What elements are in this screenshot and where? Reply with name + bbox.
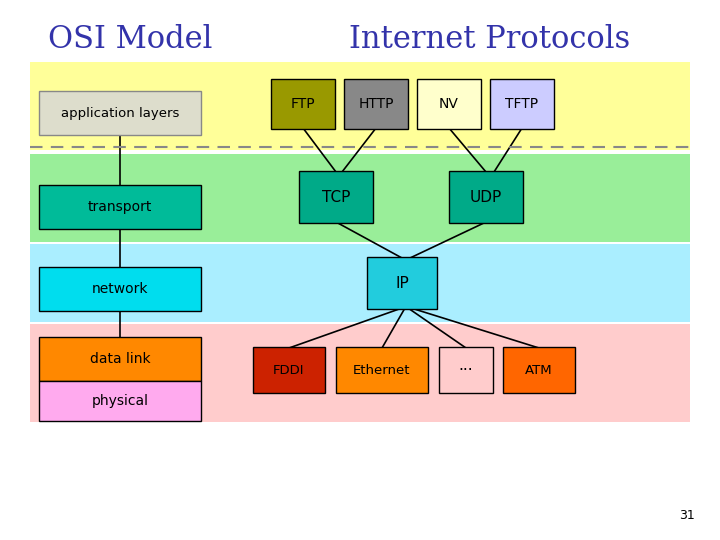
Bar (30, 244, 690, 322)
Text: physical: physical (91, 394, 148, 408)
Text: Internet Protocols: Internet Protocols (349, 24, 631, 56)
FancyBboxPatch shape (336, 347, 428, 393)
FancyBboxPatch shape (417, 79, 481, 129)
FancyBboxPatch shape (299, 171, 373, 223)
Text: data link: data link (90, 352, 150, 366)
Text: FTP: FTP (291, 97, 315, 111)
FancyBboxPatch shape (39, 91, 201, 135)
Text: OSI Model: OSI Model (48, 24, 212, 56)
Text: HTTP: HTTP (359, 97, 394, 111)
FancyBboxPatch shape (39, 381, 201, 421)
Text: application layers: application layers (60, 106, 179, 119)
FancyBboxPatch shape (253, 347, 325, 393)
Bar (30, 324, 690, 422)
Text: FDDI: FDDI (274, 363, 305, 376)
Text: UDP: UDP (470, 190, 502, 205)
FancyBboxPatch shape (39, 185, 201, 229)
Text: ATM: ATM (525, 363, 553, 376)
FancyBboxPatch shape (503, 347, 575, 393)
Text: NV: NV (439, 97, 459, 111)
Text: Ethernet: Ethernet (354, 363, 410, 376)
Text: IP: IP (395, 275, 409, 291)
FancyBboxPatch shape (439, 347, 493, 393)
Text: TFTP: TFTP (505, 97, 539, 111)
Text: ···: ··· (459, 362, 473, 377)
Bar (30, 154, 690, 242)
FancyBboxPatch shape (490, 79, 554, 129)
Text: transport: transport (88, 200, 152, 214)
FancyBboxPatch shape (39, 337, 201, 381)
FancyBboxPatch shape (39, 267, 201, 311)
Text: TCP: TCP (322, 190, 350, 205)
FancyBboxPatch shape (367, 257, 437, 309)
Text: network: network (91, 282, 148, 296)
Text: 31: 31 (679, 509, 695, 522)
FancyBboxPatch shape (449, 171, 523, 223)
Bar (30, 62, 690, 150)
FancyBboxPatch shape (271, 79, 335, 129)
FancyBboxPatch shape (344, 79, 408, 129)
